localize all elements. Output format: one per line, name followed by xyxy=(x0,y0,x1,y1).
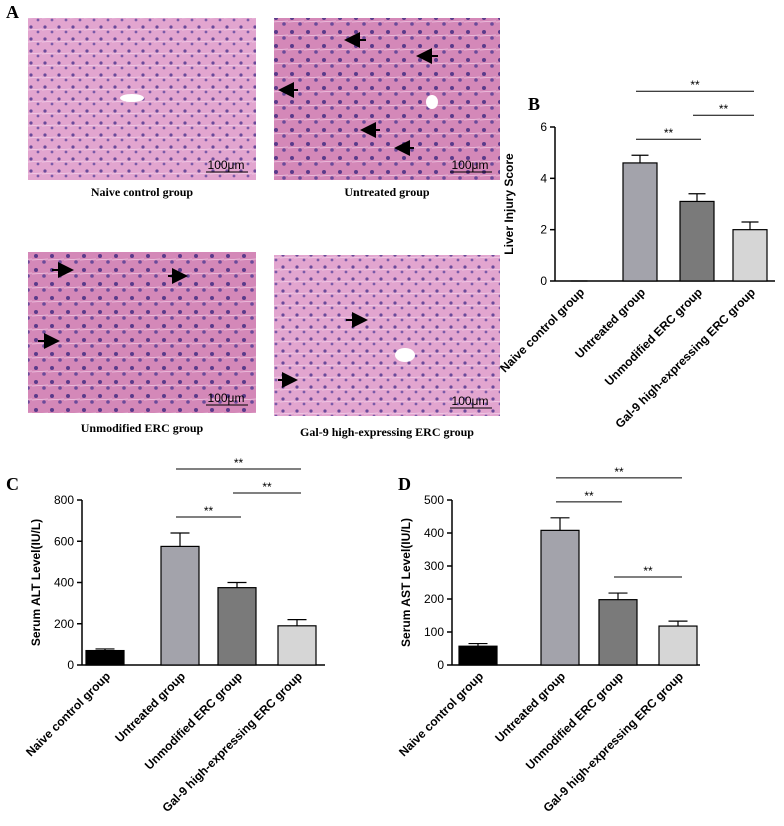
significance-label: ** xyxy=(614,465,624,479)
bar xyxy=(458,645,498,666)
y-tick-label: 200 xyxy=(54,617,74,631)
bar xyxy=(679,200,715,282)
x-tick-label: Naive control group xyxy=(23,669,113,759)
error-bar xyxy=(550,517,570,531)
y-tick-label: 6 xyxy=(540,120,547,134)
histology xyxy=(28,18,500,416)
error-bar xyxy=(95,648,115,651)
y-tick-label: 0 xyxy=(67,658,74,672)
error-bar xyxy=(287,619,307,626)
significance-label: ** xyxy=(719,102,729,116)
scale-bar-label: 100μm xyxy=(208,391,245,405)
bar-chart: B Liver Injury Score 0 2 4 6 Naive control gro… xyxy=(497,78,775,431)
x-tick-label: Unmodified ERC group xyxy=(602,285,705,388)
error-bar xyxy=(227,581,247,588)
significance-label: ** xyxy=(204,504,214,518)
error-bar xyxy=(170,532,190,547)
scale-bar-label: 100μm xyxy=(452,158,489,172)
histology-image xyxy=(28,252,256,413)
image-caption: Gal-9 high-expressing ERC group xyxy=(300,425,474,439)
y-tick-label: 500 xyxy=(424,493,444,507)
scale-bar-label: 100μm xyxy=(452,394,489,408)
y-tick-label: 100 xyxy=(424,625,444,639)
error-bar xyxy=(741,221,759,230)
y-tick-label: 0 xyxy=(437,658,444,672)
scale-bar-label: 100μm xyxy=(208,158,245,172)
significance-label: ** xyxy=(664,126,674,140)
image-caption: Unmodified ERC group xyxy=(81,421,204,435)
significance-label: ** xyxy=(584,489,594,503)
vessel xyxy=(120,94,144,102)
y-tick-label: 0 xyxy=(540,274,547,288)
arrows xyxy=(38,32,438,388)
histology-image xyxy=(274,255,500,416)
bar-chart: C Serum ALT Level(IU/L) 0 200 400 600 800 Naive… xyxy=(6,456,325,815)
x-tick-label: Unmodified ERC group xyxy=(523,669,626,772)
y-tick-label: 600 xyxy=(54,534,74,548)
panel-label: C xyxy=(6,474,19,494)
error-bar xyxy=(608,592,628,600)
y-axis-label: Liver Injury Score xyxy=(502,153,516,255)
y-tick-label: 400 xyxy=(424,526,444,540)
significance-label: ** xyxy=(690,78,700,92)
x-tick-label: Unmodified ERC group xyxy=(142,669,245,772)
error-bar xyxy=(468,642,488,647)
y-tick-label: 2 xyxy=(540,223,547,237)
vessel xyxy=(395,348,415,362)
significance-label: ** xyxy=(234,456,244,470)
bar xyxy=(622,162,658,282)
y-axis-label: Serum ALT Level(IU/L) xyxy=(29,519,43,646)
panel-label: D xyxy=(398,474,411,494)
bar xyxy=(732,229,768,282)
y-tick-label: 200 xyxy=(424,592,444,606)
panel-label: B xyxy=(528,94,540,114)
significance-label: ** xyxy=(643,564,653,578)
panel-label: A xyxy=(6,2,19,22)
bar xyxy=(277,625,317,666)
bar xyxy=(598,599,638,666)
significance-label: ** xyxy=(262,480,272,494)
vessel xyxy=(426,95,438,109)
bar xyxy=(85,649,125,666)
image-caption: Untreated group xyxy=(344,185,430,199)
y-tick-label: 300 xyxy=(424,559,444,573)
bar xyxy=(160,545,200,666)
y-tick-label: 800 xyxy=(54,493,74,507)
bar xyxy=(658,625,698,666)
error-bar xyxy=(668,620,688,627)
y-axis-label: Serum AST Level(IU/L) xyxy=(399,518,413,647)
bar xyxy=(540,529,580,666)
bar xyxy=(217,587,257,666)
x-tick-label: Naive control group xyxy=(396,669,486,759)
x-tick-label: Naive control group xyxy=(497,285,587,375)
y-tick-label: 4 xyxy=(540,171,547,185)
histology-image xyxy=(274,18,500,180)
image-caption: Naive control group xyxy=(91,185,194,199)
error-bar xyxy=(631,154,649,163)
bar-chart: D Serum AST Level(IU/L) 0 100 200 300 400 500 Na… xyxy=(396,465,700,815)
error-bar xyxy=(688,193,706,202)
y-tick-label: 400 xyxy=(54,576,74,590)
